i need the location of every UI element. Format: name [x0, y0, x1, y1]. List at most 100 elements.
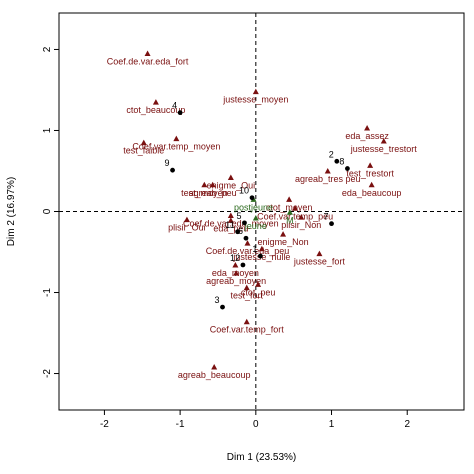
point-marker [243, 235, 249, 241]
point-label: Coef.var.temp_fort [210, 325, 285, 335]
point-label: 3 [214, 295, 219, 305]
point-label: ctot_moyen [266, 202, 313, 212]
data-point: 6 [238, 226, 249, 241]
y-axis-title: Dim 2 (16.97%) [6, 177, 17, 246]
point-marker [249, 195, 255, 201]
point-label: 5 [236, 211, 241, 221]
data-point: test_trestort [346, 162, 394, 178]
data-point: Coef.var.temp_peu [257, 205, 333, 221]
point-marker [227, 212, 234, 219]
point-marker [252, 88, 259, 95]
data-point: agreab_moyen [206, 270, 266, 286]
point-label: 6 [238, 226, 243, 236]
data-point: Coef.var.temp_fort [210, 318, 285, 335]
point-marker [286, 196, 293, 202]
x-tick-label: 1 [329, 419, 335, 430]
data-point: ctot_moyen [266, 196, 313, 212]
point-label: agreab_tres peu [295, 174, 361, 184]
point-marker [257, 253, 263, 259]
point-label: plisir_Oui [168, 223, 206, 233]
point-marker [345, 166, 350, 171]
point-marker [242, 220, 247, 226]
point-label: justesse_trestort [350, 144, 418, 154]
data-point: eda_beaucoup [342, 181, 402, 198]
point-marker [209, 181, 216, 188]
point-label: 11 [225, 220, 234, 230]
point-marker [152, 99, 159, 105]
point-marker [380, 138, 387, 144]
point-label: agreab_moyen [206, 276, 266, 286]
point-marker [140, 139, 147, 146]
point-marker [255, 281, 262, 287]
point-marker [227, 174, 234, 180]
point-marker [144, 50, 151, 57]
point-label: Coef.var.temp_moyen [132, 142, 220, 152]
point-label: 7 [324, 212, 329, 222]
data-point: Coef.de.var.eda_moyen [183, 212, 279, 229]
data-point: test_moyen [181, 181, 228, 198]
y-tick-label: 1 [42, 127, 53, 133]
point-marker [235, 229, 241, 235]
data-point: 5 [236, 211, 247, 226]
data-point: Coef.var.temp_moyen [132, 135, 220, 152]
point-label: plisir_Non [281, 220, 321, 230]
data-point: agreab_tres peu [295, 167, 361, 184]
point-marker [280, 231, 287, 237]
point-marker [233, 270, 240, 276]
point-marker [232, 261, 239, 268]
point-marker [292, 205, 299, 211]
point-marker [243, 284, 250, 291]
point-label: 4 [172, 101, 177, 111]
data-point: test_fort [230, 284, 263, 301]
data-point: test_faible [123, 139, 164, 156]
point-label: 8 [339, 157, 344, 167]
point-label: Coef.de.var.eda_moyen [183, 219, 279, 229]
data-point: 10 [239, 186, 255, 201]
point-marker [258, 245, 265, 252]
point-marker [173, 135, 180, 142]
point-label: justesse_moyen [222, 95, 288, 105]
data-point: Coef.de.var.eda_peu [206, 240, 290, 256]
point-marker [329, 221, 334, 227]
point-marker [298, 214, 305, 220]
point-label: test_faible [123, 146, 164, 156]
data-point: 8 [339, 157, 350, 171]
point-marker [316, 250, 323, 257]
point-marker [211, 364, 218, 370]
data-point: 11 [225, 220, 241, 235]
point-label: 1 [252, 244, 257, 254]
data-point: M [286, 209, 294, 225]
point-label: 12 [230, 253, 240, 263]
x-tick-label: -1 [176, 419, 185, 430]
data-point: 4 [172, 101, 183, 116]
x-tick-label: 0 [253, 419, 259, 430]
point-marker [227, 217, 234, 223]
point-marker [201, 181, 208, 188]
point-marker [252, 214, 259, 221]
point-marker [243, 318, 250, 325]
data-point: 9 [165, 158, 175, 173]
point-marker [177, 110, 183, 116]
point-marker [286, 209, 293, 215]
point-marker [220, 304, 225, 310]
point-label: eda_assez [345, 131, 389, 141]
data-point: justesse_trestort [350, 138, 418, 154]
data-point: enigme_Non [258, 231, 309, 247]
x-tick-label: -2 [100, 419, 109, 430]
point-label: jeune [244, 221, 267, 231]
point-label: Coef.de.var.eda_peu [206, 246, 290, 256]
y-tick-label: 0 [42, 208, 53, 214]
point-label: postjeune [234, 202, 273, 212]
point-label: Coef.var.temp_peu [257, 211, 333, 221]
data-point: 3 [214, 295, 225, 310]
point-label: eda_beaucoup [342, 188, 402, 198]
data-point: ctot_peu [241, 281, 275, 297]
point-label: enigme_Oui [207, 180, 256, 190]
data-point: 2 [329, 149, 340, 164]
point-marker [368, 181, 375, 188]
data-point: justesse_fort [293, 250, 345, 267]
point-marker [367, 162, 374, 168]
point-marker [334, 158, 340, 164]
y-tick-label: 2 [42, 46, 53, 52]
